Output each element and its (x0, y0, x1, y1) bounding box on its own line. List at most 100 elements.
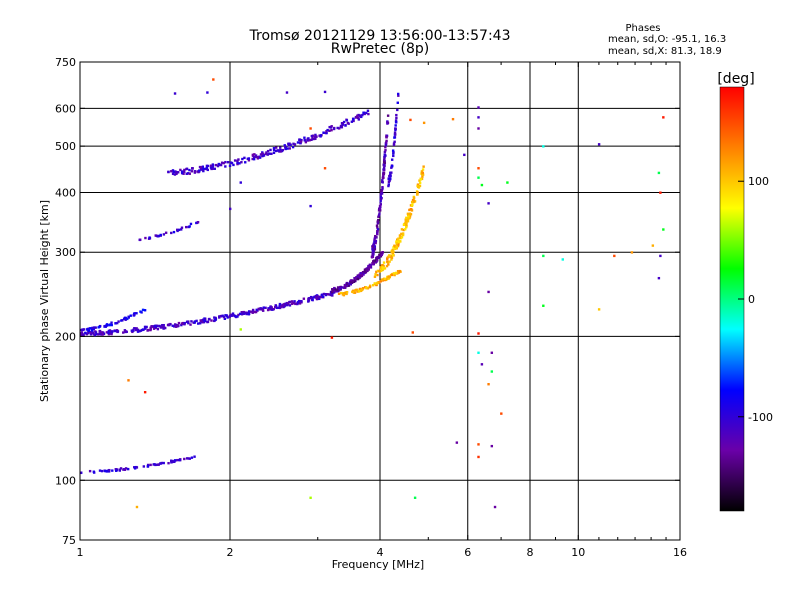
data-point (421, 175, 424, 178)
data-point (252, 155, 256, 159)
data-point (396, 108, 399, 112)
data-point (156, 327, 160, 331)
data-point (343, 284, 347, 287)
data-point (291, 145, 295, 149)
x-tick-label: 2 (227, 546, 234, 559)
data-point (98, 469, 102, 472)
data-point (222, 161, 225, 165)
data-point (100, 469, 104, 473)
data-point (162, 327, 165, 330)
data-point (176, 229, 179, 233)
data-point (330, 125, 333, 128)
data-point (171, 172, 175, 176)
data-point (397, 237, 400, 240)
data-point (124, 318, 127, 321)
data-point (386, 277, 389, 281)
data-point (80, 471, 83, 475)
data-point (328, 129, 331, 132)
data-point (254, 310, 258, 314)
data-point (120, 319, 123, 322)
data-point (372, 242, 376, 245)
data-point (309, 204, 312, 208)
y-tick-label: 500 (55, 140, 76, 153)
data-point (281, 304, 284, 308)
data-point (167, 170, 170, 174)
data-point (135, 328, 138, 331)
data-point (391, 254, 395, 257)
data-point (261, 152, 264, 155)
data-point (373, 238, 376, 241)
data-point (394, 124, 397, 127)
data-point (356, 116, 360, 120)
data-point (360, 274, 363, 277)
data-point (379, 266, 382, 269)
data-point (352, 117, 355, 121)
y-tick-label: 300 (55, 246, 76, 259)
data-point (327, 293, 331, 296)
data-point (561, 258, 564, 261)
data-point (159, 462, 162, 465)
data-point (114, 322, 117, 325)
data-point (285, 91, 289, 94)
data-point (110, 321, 113, 324)
y-axis-label: Stationary phase Virtual Height [km] (38, 200, 51, 402)
data-point (317, 297, 321, 300)
data-point (236, 315, 239, 318)
data-point (201, 165, 205, 168)
data-point (132, 313, 135, 317)
data-point (108, 468, 111, 472)
data-point (257, 155, 260, 159)
data-point (228, 315, 231, 318)
data-point (410, 208, 413, 211)
data-point (219, 163, 223, 167)
data-point (333, 290, 336, 293)
data-point (247, 310, 251, 313)
x-axis-ticks: 1 2 4 6 8 10 16 (77, 62, 687, 559)
data-point (506, 181, 509, 184)
data-point (272, 151, 276, 155)
x-tick-label: 8 (527, 546, 534, 559)
data-point (177, 321, 181, 325)
x-tick-label: 10 (571, 546, 585, 559)
data-point (400, 228, 404, 231)
data-point (114, 468, 117, 471)
data-point (383, 168, 386, 172)
data-point (371, 247, 374, 251)
data-point (381, 267, 385, 271)
data-point (477, 351, 480, 354)
data-point (80, 328, 83, 332)
data-point (332, 127, 336, 131)
colorbar-label: [deg] (717, 71, 754, 87)
data-point (374, 234, 377, 238)
data-point (141, 308, 145, 312)
data-point (372, 260, 375, 263)
data-point (225, 314, 228, 317)
data-point (98, 325, 101, 328)
data-point (379, 267, 383, 271)
data-point (322, 292, 326, 296)
data-point (180, 323, 183, 327)
data-point (597, 143, 601, 146)
data-point (203, 167, 206, 171)
data-point (287, 142, 290, 145)
data-point (362, 273, 365, 276)
data-point (386, 257, 389, 261)
data-point (252, 310, 255, 313)
data-point (368, 285, 372, 288)
data-point (337, 286, 340, 289)
data-point (368, 266, 371, 269)
data-point (477, 332, 480, 335)
data-point (381, 179, 384, 182)
data-point (389, 171, 392, 174)
data-point (659, 254, 662, 258)
data-point (421, 171, 425, 175)
data-point (201, 169, 205, 172)
data-point (133, 327, 136, 330)
data-point (191, 167, 194, 170)
data-point (398, 270, 401, 273)
data-point (382, 166, 386, 170)
data-point (142, 465, 146, 468)
data-point (199, 319, 202, 322)
data-point (299, 141, 302, 145)
data-point (214, 316, 217, 320)
